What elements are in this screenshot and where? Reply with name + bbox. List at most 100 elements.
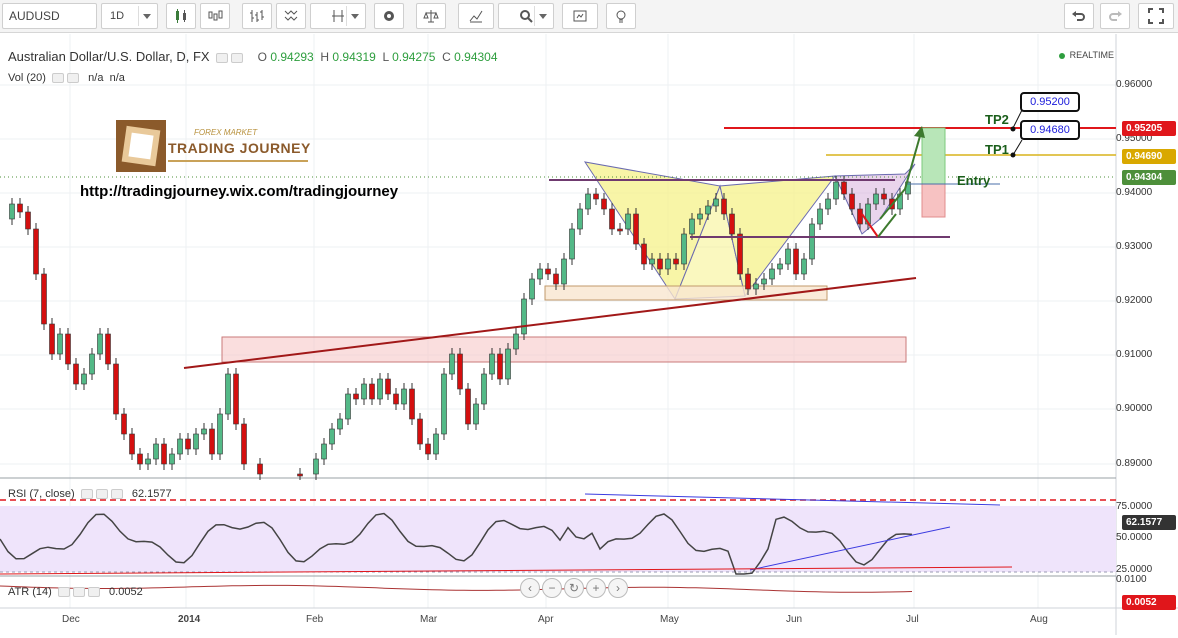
candle-body — [225, 373, 231, 415]
scroll-right-icon[interactable]: › — [608, 578, 628, 598]
rsi-line — [0, 512, 913, 575]
tp1-label: TP1 — [985, 142, 1009, 157]
candle-body — [665, 258, 671, 270]
price-axis-label: 0.94000 — [1116, 187, 1153, 198]
price-axis-label: 0.90000 — [1116, 403, 1153, 414]
candle-body — [881, 193, 887, 200]
undo-icon[interactable] — [1064, 3, 1094, 29]
low-value: 0.94275 — [392, 50, 436, 64]
indicators-icon[interactable] — [200, 3, 230, 29]
rsi-hide-icon[interactable] — [80, 489, 93, 500]
snapshot-icon[interactable] — [562, 3, 598, 29]
redo-icon[interactable] — [1100, 3, 1130, 29]
rsi-settings-icon[interactable] — [95, 489, 108, 500]
candle-body — [65, 333, 71, 365]
candle-body — [873, 193, 879, 205]
candle-body — [433, 433, 439, 455]
candle-body — [425, 443, 431, 455]
candle-body — [785, 248, 791, 265]
candle-body — [449, 353, 455, 375]
price-axis-label: 0.95000 — [1116, 133, 1153, 144]
candle-body — [209, 428, 215, 455]
candle-body — [809, 223, 815, 260]
candle-body — [417, 418, 423, 445]
legend-hide-icon[interactable] — [216, 52, 229, 63]
chart-area[interactable] — [0, 34, 1178, 635]
candle-style-icon[interactable] — [166, 3, 196, 29]
tp2-label: TP2 — [985, 112, 1009, 127]
time-axis-label: Jul — [906, 614, 919, 625]
candle-body — [657, 258, 663, 270]
open-value: 0.94293 — [270, 50, 314, 64]
rsi-close-icon[interactable] — [110, 489, 123, 500]
candle-body — [841, 181, 847, 195]
price-axis-label: 0.92000 — [1116, 295, 1153, 306]
atr-close-icon[interactable] — [87, 587, 100, 598]
candle-body — [377, 378, 383, 400]
candle-body — [169, 453, 175, 465]
studies-icon[interactable] — [458, 3, 494, 29]
rsi-axis-75: 75.0000 — [1116, 501, 1153, 512]
candle-body — [121, 413, 127, 435]
tp2-callout[interactable]: 0.95200 — [1020, 92, 1080, 112]
settings-icon[interactable] — [374, 3, 404, 29]
candle-body — [257, 463, 263, 475]
compare-icon[interactable] — [276, 3, 306, 29]
price-tag-tp2: 0.95205 — [1122, 121, 1176, 136]
candle-body — [153, 443, 159, 460]
trading-journey-logo: FOREX MARKET TRADING JOURNEY — [112, 116, 322, 180]
atr-hide-icon[interactable] — [57, 587, 70, 598]
candle-body — [489, 353, 495, 375]
candle-body — [689, 218, 695, 235]
vol-settings-icon[interactable] — [66, 73, 79, 84]
candle-body — [313, 458, 319, 475]
lightbulb-icon[interactable] — [606, 3, 636, 29]
candle-body — [769, 268, 775, 280]
candle-body — [641, 243, 647, 265]
interval-select[interactable]: 1D — [101, 3, 158, 29]
scroll-left-icon[interactable]: ‹ — [520, 578, 540, 598]
atr-settings-icon[interactable] — [72, 587, 85, 598]
candle-body — [537, 268, 543, 280]
candle-body — [609, 208, 615, 230]
bars-icon[interactable] — [242, 3, 272, 29]
candle-body — [457, 353, 463, 390]
chart-canvas[interactable] — [0, 34, 1178, 635]
legend-settings-icon[interactable] — [231, 52, 244, 63]
reset-icon[interactable]: ↻ — [564, 578, 584, 598]
candle-body — [753, 283, 759, 290]
atr-tag: 0.0052 — [1122, 595, 1176, 610]
stop-zone — [921, 183, 946, 218]
candle-body — [585, 193, 591, 210]
tp1-callout[interactable]: 0.94680 — [1020, 120, 1080, 140]
vol-hide-icon[interactable] — [51, 73, 64, 84]
candle-body — [137, 453, 143, 465]
candle-body — [49, 323, 55, 355]
candle-body — [553, 273, 559, 285]
candle-body — [793, 248, 799, 275]
search-icon[interactable] — [498, 3, 554, 29]
symbol-search-input[interactable]: AUDUSD — [2, 3, 97, 29]
time-axis-label: 2014 — [178, 614, 201, 625]
projection-path — [879, 128, 923, 220]
atr-line — [0, 584, 913, 593]
candle-body — [401, 388, 407, 405]
logo-subtitle: FOREX MARKET — [194, 128, 258, 137]
candle-body — [521, 298, 527, 335]
candle-body — [9, 203, 15, 220]
balance-icon[interactable] — [416, 3, 446, 29]
rsi-tag: 62.1577 — [1122, 515, 1176, 530]
drawing-tools-icon[interactable] — [310, 3, 366, 29]
zoom-out-icon[interactable]: − — [542, 578, 562, 598]
vol-legend: Vol (20) n/a n/a — [8, 72, 125, 84]
candle-body — [321, 443, 327, 460]
atr-legend: ATR (14) 0.0052 — [8, 586, 143, 598]
candle-body — [561, 258, 567, 285]
fullscreen-icon[interactable] — [1138, 3, 1174, 29]
time-axis-label: Mar — [420, 614, 438, 625]
candle-body — [97, 333, 103, 355]
time-axis-label: Aug — [1030, 614, 1048, 625]
zoom-in-icon[interactable]: + — [586, 578, 606, 598]
candle-body — [473, 403, 479, 425]
candle-body — [545, 268, 551, 275]
